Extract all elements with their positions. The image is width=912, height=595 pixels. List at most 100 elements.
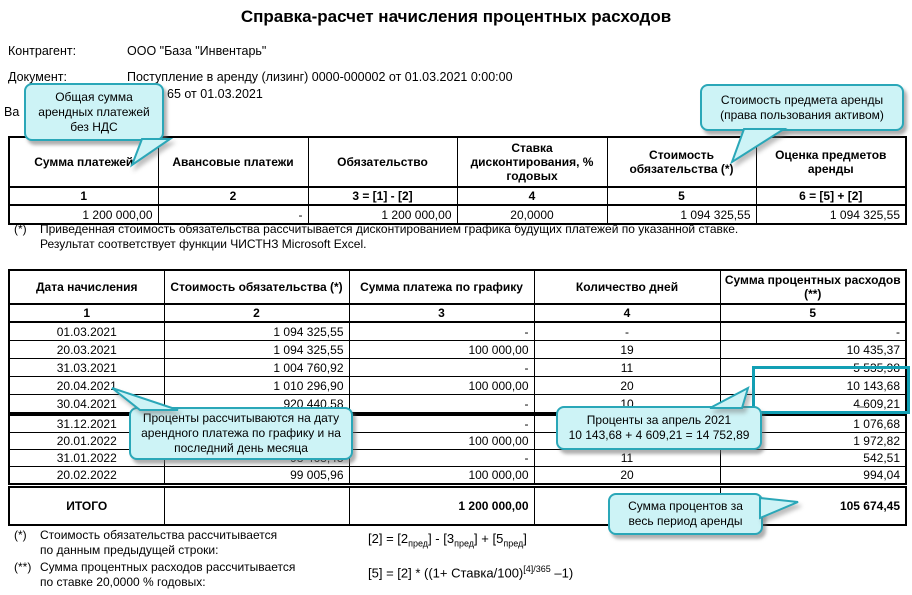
table-cell: 11 bbox=[533, 358, 721, 377]
dokument-line2-fragment: 65 от 01.03.2021 bbox=[167, 87, 263, 101]
footnote-text: Результат соответствует функции ЧИСТНЗ M… bbox=[40, 237, 367, 251]
footnote-text: по данным предыдущей строки: bbox=[40, 543, 219, 557]
callout-tail bbox=[129, 138, 174, 168]
total-label: ИТОГО bbox=[8, 486, 165, 526]
table-cell: 20 bbox=[533, 376, 721, 395]
kontragent-label: Контрагент: bbox=[8, 44, 77, 58]
table-cell: 20.03.2021 bbox=[8, 340, 165, 359]
table-cell: - bbox=[348, 394, 535, 414]
callout-tail bbox=[709, 386, 750, 409]
callout-total-interest: Сумма процентов за весь период аренды bbox=[608, 493, 763, 535]
page-title: Справка-расчет начисления процентных рас… bbox=[240, 7, 672, 26]
dokument-value: Поступление в аренду (лизинг) 0000-00000… bbox=[127, 70, 513, 84]
formula-text: [5] = [2] * ((1+ Ставка/100) bbox=[368, 565, 524, 581]
table-cell: - bbox=[348, 449, 535, 467]
table-header-cell: Авансовые платежи bbox=[157, 136, 309, 188]
table-header-row: Дата начисления Стоимость обязательства … bbox=[8, 269, 907, 305]
table-cell: - bbox=[533, 321, 721, 341]
footnote-marker: (*) bbox=[14, 222, 27, 236]
formula-text: [2] = [2 bbox=[368, 531, 409, 546]
table-cell: 2 bbox=[157, 186, 309, 206]
table-cell: - bbox=[719, 321, 907, 341]
callout-text: Проценты за апрель 2021 10 143,68 + 4 609… bbox=[569, 413, 750, 443]
callout-interest-dates: Проценты рассчитываются на дату арендног… bbox=[129, 407, 353, 460]
table-cell: - bbox=[348, 358, 535, 377]
formula-liability: [2] = [2пред] - [3пред] + [5пред] bbox=[368, 531, 527, 549]
table-row: 20.03.2021 1 094 325,55 100 000,00 19 10… bbox=[8, 340, 907, 359]
table-cell: 3 = [1] - [2] bbox=[307, 186, 458, 206]
table-header-cell: Ставка дисконтирования, % годовых bbox=[456, 136, 608, 188]
callout-tail bbox=[730, 128, 788, 165]
table-header-cell: Сумма платежа по графику bbox=[348, 269, 535, 305]
table-break-mark bbox=[857, 406, 865, 408]
table-cell: 100 000,00 bbox=[348, 340, 535, 359]
table-cell: 6 = [5] + [2] bbox=[755, 186, 907, 206]
footnote-liability: (*) Стоимость обязательства рассчитывает… bbox=[14, 528, 277, 558]
callout-april-interest: Проценты за апрель 2021 10 143,68 + 4 609… bbox=[556, 406, 762, 450]
table-cell: 1 004 760,92 bbox=[163, 358, 350, 377]
table-cell: 100 000,00 bbox=[348, 466, 535, 485]
table-cell: 3 bbox=[348, 303, 535, 323]
table-cell: 1 bbox=[8, 186, 159, 206]
dokument-label: Документ: bbox=[8, 70, 67, 84]
callout-asset-value: Стоимость предмета аренды (права пользов… bbox=[700, 84, 904, 131]
table-cell: 4 bbox=[533, 303, 721, 323]
table-cell: - bbox=[348, 414, 535, 433]
footnote-text: Сумма процентных расходов рассчитывается bbox=[40, 560, 296, 574]
footnote-marker: (*) bbox=[14, 528, 27, 542]
table-row: 20.02.2022 99 005,96 100 000,00 20 994,0… bbox=[8, 466, 907, 485]
table-row: 1 200 000,00 - 1 200 000,00 20,0000 1 09… bbox=[8, 204, 907, 225]
footnote-marker: (**) bbox=[14, 560, 32, 574]
table-cell: 1 094 325,55 bbox=[163, 321, 350, 341]
table-cell: 01.03.2021 bbox=[8, 321, 165, 341]
table-cell: 1 094 325,55 bbox=[163, 340, 350, 359]
table-cell: 5 bbox=[719, 303, 907, 323]
table-cell: - bbox=[348, 321, 535, 341]
table-cell: 1 010 296,90 bbox=[163, 376, 350, 395]
footnote-interest: (**) Сумма процентных расходов рассчитыв… bbox=[14, 560, 295, 590]
formula-text: ] + [5 bbox=[474, 531, 504, 546]
table-cell: 31.03.2021 bbox=[8, 358, 165, 377]
callout-text: Стоимость предмета аренды (права пользов… bbox=[720, 92, 884, 122]
footnote-text: по ставке 20,0000 % годовых: bbox=[40, 575, 206, 589]
formula-subscript: пред bbox=[503, 538, 524, 549]
table-cell: 19 bbox=[533, 340, 721, 359]
table-header-cell: Сумма процентных расходов (**) bbox=[719, 269, 907, 305]
kontragent-value: ООО "База "Инвентарь" bbox=[127, 44, 267, 58]
table-cell: 2 bbox=[163, 303, 350, 323]
table-cell: 20 bbox=[533, 466, 721, 485]
formula-superscript: [4]/365 bbox=[523, 564, 551, 574]
table-header-cell: Оценка предметов аренды bbox=[755, 136, 907, 188]
table-cell: 11 bbox=[533, 449, 721, 467]
callout-total-payments: Общая сумма арендных платежей без НДС bbox=[24, 83, 164, 141]
table-cell: 20,0000 bbox=[456, 204, 608, 225]
total-payment-value: 1 200 000,00 bbox=[348, 486, 535, 526]
table-header-cell: Стоимость обязательства (*) bbox=[163, 269, 350, 305]
april-values-highlight-box bbox=[752, 366, 910, 414]
formula-subscript: пред bbox=[408, 538, 429, 549]
formula-text: ] bbox=[523, 531, 527, 546]
callout-text: Проценты рассчитываются на дату арендног… bbox=[141, 411, 341, 455]
table-cell: 5 bbox=[606, 186, 757, 206]
table-cell bbox=[163, 486, 350, 526]
table-row: 01.03.2021 1 094 325,55 - - - bbox=[8, 321, 907, 341]
liability-summary-table: Сумма платежей Авансовые платежи Обязате… bbox=[8, 136, 907, 225]
table-cell: 10 435,37 bbox=[719, 340, 907, 359]
column-number-row: 1 2 3 4 5 bbox=[8, 303, 907, 323]
table-header-cell: Обязательство bbox=[307, 136, 458, 188]
callout-text-line: 10 143,68 + 4 609,21 = 14 752,89 bbox=[568, 428, 750, 442]
table-cell: 20.02.2022 bbox=[8, 466, 165, 485]
table-cell: 100 000,00 bbox=[348, 376, 535, 395]
table-cell: 1 972,82 bbox=[719, 432, 907, 450]
table-cell: 994,04 bbox=[719, 466, 907, 485]
callout-tail bbox=[759, 496, 799, 520]
table-cell: 1 094 325,55 bbox=[755, 204, 907, 225]
table-header-cell: Дата начисления bbox=[8, 269, 165, 305]
callout-text: Общая сумма арендных платежей без НДС bbox=[38, 89, 150, 134]
table-cell: 1 200 000,00 bbox=[307, 204, 458, 225]
table-cell: 1 bbox=[8, 303, 165, 323]
table-cell: 4 bbox=[456, 186, 608, 206]
footnote-text: Стоимость обязательства рассчитывается bbox=[40, 528, 278, 542]
table-cell: 542,51 bbox=[719, 449, 907, 467]
